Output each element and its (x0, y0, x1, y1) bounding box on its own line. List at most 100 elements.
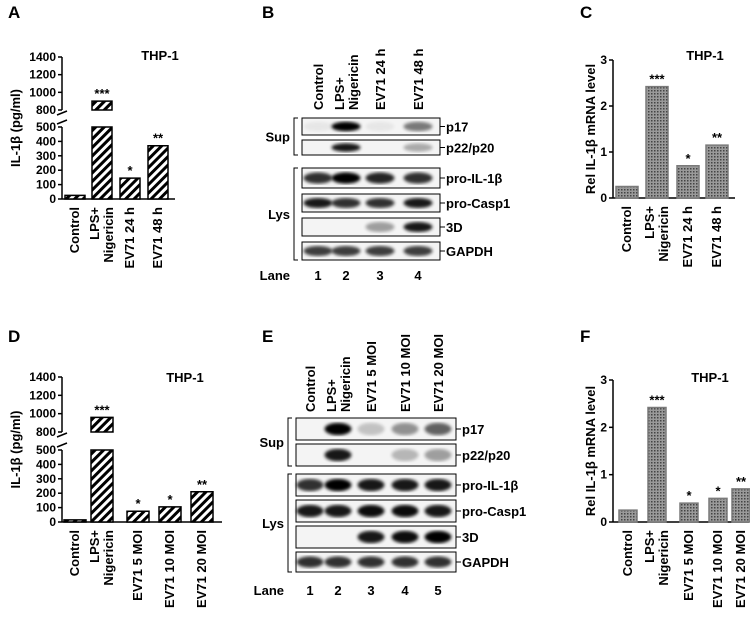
x-tick-label: LPS+Nigericin (87, 207, 116, 263)
y-axis-label: Rel IL-1β mRNA level (583, 386, 598, 516)
blot-band (403, 121, 433, 132)
significance: * (127, 163, 133, 178)
significance: ** (153, 131, 164, 146)
y-tick-label: 400 (36, 134, 56, 148)
blot-band (365, 172, 395, 184)
panel-letter: F (580, 327, 590, 346)
blot-band (324, 556, 352, 568)
bar (618, 509, 638, 523)
y-tick-label: 1200 (29, 68, 56, 82)
blot-band (424, 448, 452, 462)
significance: *** (94, 86, 110, 101)
lane-header: LPS+Nigericin (332, 54, 361, 110)
lane-header: Control (303, 366, 318, 412)
blot-band (357, 504, 385, 518)
x-tick-label: EV71 5 MOI (130, 530, 145, 601)
x-tick-label: EV71 24 h (680, 206, 695, 267)
y-tick-label: 300 (36, 472, 56, 486)
group-bracket (293, 167, 298, 261)
blot-band (331, 197, 361, 209)
x-tick-label: EV71 5 MOI (681, 530, 696, 601)
row-label: p22/p20 (446, 141, 494, 156)
bar (190, 491, 214, 523)
lane-number: 1 (314, 268, 321, 283)
blot-band (357, 478, 385, 492)
blot-band (403, 197, 433, 209)
x-tick-label: EV71 10 MOI (710, 530, 725, 608)
x-tick-label: LPS+Nigericin (87, 530, 116, 586)
blot-band (365, 121, 395, 132)
bar (147, 144, 169, 200)
blot-band (331, 245, 361, 257)
group-bracket (287, 417, 292, 467)
row-label: p17 (462, 422, 484, 437)
bar (91, 100, 113, 200)
blot-band (424, 422, 452, 436)
y-tick-label: 3 (600, 53, 607, 67)
group-label: Lys (268, 207, 290, 222)
y-tick-label: 0 (600, 515, 607, 529)
blot-band (331, 121, 361, 132)
lane-number: 4 (414, 268, 422, 283)
significance: ** (712, 130, 723, 145)
bar (676, 165, 700, 199)
panel-letter: C (580, 3, 592, 22)
y-tick-label: 100 (36, 178, 56, 192)
blot-band (357, 422, 385, 436)
bar (647, 406, 667, 523)
y-tick-label: 1 (600, 468, 607, 482)
y-axis-label: IL-1β (pg/ml) (8, 89, 23, 167)
significance: ** (736, 474, 747, 489)
blot-band (296, 504, 324, 518)
lane-number: 1 (306, 583, 313, 598)
row-label: pro-IL-1β (446, 171, 502, 186)
y-tick-label: 200 (36, 486, 56, 500)
x-tick-label: Control (67, 207, 82, 253)
y-tick-label: 1000 (29, 85, 56, 99)
row-label: p17 (446, 120, 468, 135)
group-bracket (287, 473, 292, 573)
blot-band (357, 530, 385, 544)
y-tick-label: 500 (36, 443, 56, 457)
lane-header: EV71 24 h (373, 49, 388, 110)
bar (64, 194, 86, 200)
blot-band (365, 197, 395, 209)
blot-band (424, 478, 452, 492)
panel-title: THP-1 (691, 370, 729, 385)
y-tick-label: 0 (49, 192, 56, 206)
y-axis-label: Rel IL-1β mRNA level (583, 64, 598, 194)
bar (63, 519, 87, 523)
bar (731, 488, 750, 523)
y-tick-label: 1400 (29, 50, 56, 64)
lane-header: Control (311, 64, 326, 110)
y-tick-label: 400 (36, 457, 56, 471)
row-label: p22/p20 (462, 448, 510, 463)
blot-band (296, 556, 324, 568)
lane-header: EV71 10 MOI (398, 334, 413, 412)
blot-band (391, 530, 419, 544)
x-tick-label: EV71 20 MOI (194, 530, 209, 608)
row-label: 3D (462, 530, 479, 545)
significance: * (167, 492, 173, 507)
x-tick-label: Control (619, 206, 634, 252)
lane-header: EV71 5 MOI (364, 341, 379, 412)
significance: *** (649, 392, 665, 407)
lane-number: 4 (401, 583, 409, 598)
y-tick-label: 2 (600, 99, 607, 113)
significance: *** (94, 402, 110, 417)
y-tick-label: 0 (49, 515, 56, 529)
blot-band (303, 121, 333, 132)
blot-band (403, 143, 433, 152)
row-label: GAPDH (462, 555, 509, 570)
axis-break (56, 110, 68, 125)
blot-band (424, 556, 452, 568)
significance: ** (197, 477, 208, 492)
y-tick-label: 0 (600, 191, 607, 205)
y-tick-label: 800 (36, 103, 56, 117)
blot-band (303, 197, 333, 209)
panel-letter: B (262, 3, 274, 22)
row-label: pro-Casp1 (462, 504, 526, 519)
group-label: Sup (259, 435, 284, 450)
blot-band (424, 504, 452, 518)
